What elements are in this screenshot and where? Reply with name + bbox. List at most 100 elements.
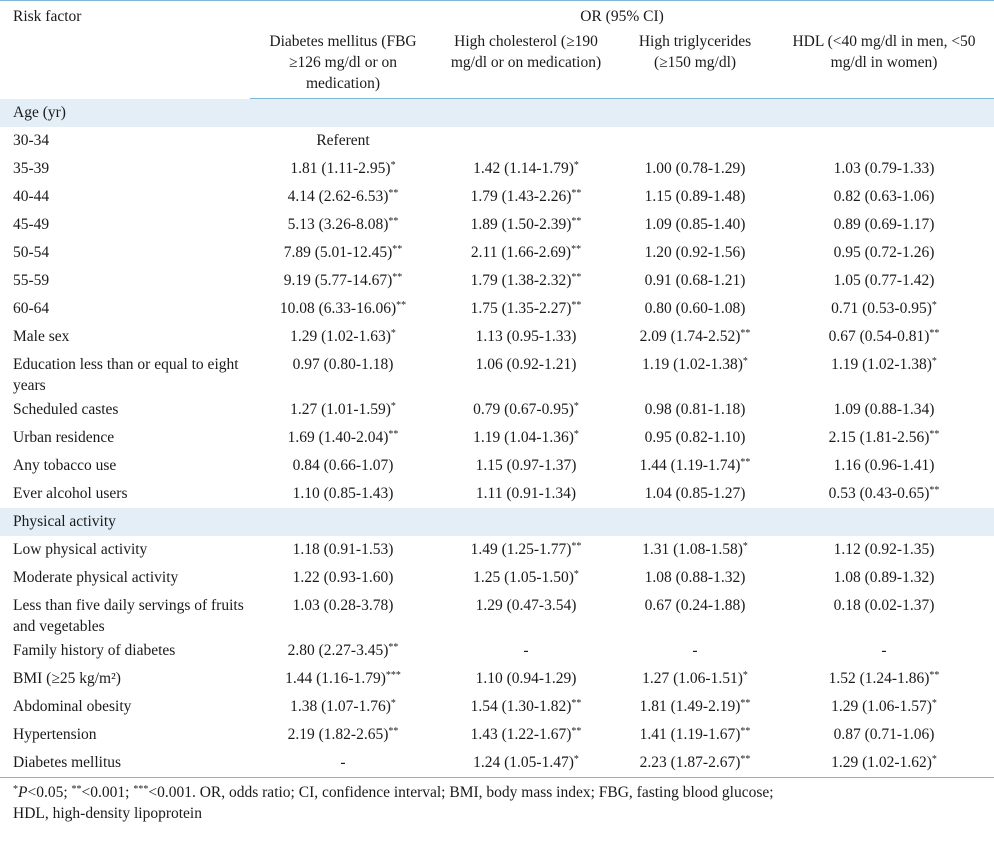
table-cell: 1.54 (1.30-1.82)** xyxy=(436,693,616,721)
cell-value: 9.19 (5.77-14.67) xyxy=(283,271,393,289)
cell-value: 1.12 (0.92-1.35) xyxy=(833,540,935,558)
cell-value: 1.38 (1.07-1.76) xyxy=(290,697,391,715)
significance-mark: ** xyxy=(740,456,751,468)
table-cell: - xyxy=(436,637,616,665)
row-label: 50-54 xyxy=(13,243,50,261)
table-cell xyxy=(616,127,774,155)
cell-value: 1.19 (1.02-1.38) xyxy=(831,355,932,373)
significance-mark: * xyxy=(390,697,396,709)
table-cell: 1.79 (1.43-2.26)** xyxy=(436,183,616,211)
cell-value: 0.67 (0.24-1.88) xyxy=(644,596,746,614)
table-cell: 1.24 (1.05-1.47)* xyxy=(436,749,616,777)
table-cell: - xyxy=(774,637,994,665)
table-row: 55-59 9.19 (5.77-14.67)** 1.79 (1.38-2.32)… xyxy=(0,267,994,295)
cell-value: 1.15 (0.89-1.48) xyxy=(644,187,746,205)
table-cell: 1.19 (1.02-1.38)* xyxy=(616,351,774,396)
section-title: Age (yr) xyxy=(0,98,994,127)
cell-value: 2.23 (1.87-2.67) xyxy=(639,753,741,771)
cell-value: 1.42 (1.14-1.79) xyxy=(473,159,574,177)
table-cell: 1.03 (0.79-1.33) xyxy=(774,155,994,183)
table-cell: 2.80 (2.27-3.45)** xyxy=(250,637,436,665)
table-cell: 0.79 (0.67-0.95)* xyxy=(436,396,616,424)
table-cell: 1.11 (0.91-1.34) xyxy=(436,480,616,508)
table-cell: 0.95 (0.82-1.10) xyxy=(616,424,774,452)
significance-mark: ** xyxy=(740,725,751,737)
table-row: 45-49 5.13 (3.26-8.08)** 1.89 (1.50-2.39)*… xyxy=(0,211,994,239)
table-cell: 1.19 (1.04-1.36)* xyxy=(436,424,616,452)
row-label: BMI (≥25 kg/m²) xyxy=(13,669,121,687)
table-cell: 1.89 (1.50-2.39)** xyxy=(436,211,616,239)
cell-value: 1.43 (1.22-1.67) xyxy=(470,725,572,743)
cell-value: 1.27 (1.06-1.51) xyxy=(642,669,743,687)
table-cell: 1.52 (1.24-1.86)** xyxy=(774,665,994,693)
table-cell: 0.89 (0.69-1.17) xyxy=(774,211,994,239)
table-cell: 1.25 (1.05-1.50)* xyxy=(436,564,616,592)
significance-mark: ** xyxy=(388,215,399,227)
significance-mark: ** xyxy=(740,327,751,339)
significance-mark: * xyxy=(931,753,937,765)
cell-value: 0.89 (0.69-1.17) xyxy=(833,215,935,233)
table-cell: 2.15 (1.81-2.56)** xyxy=(774,424,994,452)
table-cell: 0.97 (0.80-1.18) xyxy=(250,351,436,396)
table-cell: 1.00 (0.78-1.29) xyxy=(616,155,774,183)
table-cell: 2.09 (1.74-2.52)** xyxy=(616,323,774,351)
cell-value: 7.89 (5.01-12.45) xyxy=(283,243,393,261)
table-row: Hypertension 2.19 (1.82-2.65)** 1.43 (1.22… xyxy=(0,721,994,749)
significance-mark: ** xyxy=(388,725,399,737)
cell-value: 0.71 (0.53-0.95) xyxy=(831,299,932,317)
table-cell: 1.27 (1.01-1.59)* xyxy=(250,396,436,424)
table-footnote: *P<0.05; **<0.001; ***<0.001. OR, odds r… xyxy=(0,776,994,824)
significance-mark: ** xyxy=(929,669,940,681)
cell-value: 0.18 (0.02-1.37) xyxy=(833,596,935,614)
table-cell xyxy=(436,127,616,155)
cell-value: 1.44 (1.16-1.79) xyxy=(285,669,386,687)
col-header-diabetes: Diabetes mellitus (FBG ≥126 mg/dl or on … xyxy=(250,30,436,99)
cell-value: 1.05 (0.77-1.42) xyxy=(833,271,935,289)
table-row: Ever alcohol users 1.10 (0.85-1.43) 1.11 (… xyxy=(0,480,994,508)
table-cell: 0.80 (0.60-1.08) xyxy=(616,295,774,323)
significance-mark: ** xyxy=(929,327,940,339)
section-header-row: Physical activity xyxy=(0,507,994,536)
cell-value: 0.95 (0.82-1.10) xyxy=(644,428,746,446)
row-label: Hypertension xyxy=(13,725,97,743)
cell-value: 1.09 (0.85-1.40) xyxy=(644,215,746,233)
significance-mark: * xyxy=(931,355,937,367)
table-row: Education less than or equal to eight ye… xyxy=(0,351,994,396)
table-cell: 1.38 (1.07-1.76)* xyxy=(250,693,436,721)
cell-value: 1.29 (0.47-3.54) xyxy=(475,596,577,614)
table-cell: 9.19 (5.77-14.67)** xyxy=(250,267,436,295)
significance-mark: ** xyxy=(571,540,582,552)
cell-value: 0.80 (0.60-1.08) xyxy=(644,299,746,317)
cell-value: 1.08 (0.88-1.32) xyxy=(644,568,746,586)
table-cell: 1.49 (1.25-1.77)** xyxy=(436,536,616,564)
row-label: 45-49 xyxy=(13,215,50,233)
table-cell: 0.91 (0.68-1.21) xyxy=(616,267,774,295)
table-row: Urban residence 1.69 (1.40-2.04)** 1.19 (1… xyxy=(0,424,994,452)
row-label: Education less than or equal to eight ye… xyxy=(13,355,239,394)
significance-mark: ** xyxy=(929,428,940,440)
cell-value: 1.41 (1.19-1.67) xyxy=(639,725,741,743)
table-cell: 1.79 (1.38-2.32)** xyxy=(436,267,616,295)
cell-value: 1.81 (1.11-2.95) xyxy=(290,159,391,177)
row-label: Ever alcohol users xyxy=(13,484,128,502)
cell-value: 0.79 (0.67-0.95) xyxy=(473,400,574,418)
table-cell: 1.42 (1.14-1.79)* xyxy=(436,155,616,183)
cell-value: 4.14 (2.62-6.53) xyxy=(287,187,389,205)
cell-value: - xyxy=(692,641,698,659)
table-cell: 1.15 (0.89-1.48) xyxy=(616,183,774,211)
table-cell: 0.53 (0.43-0.65)** xyxy=(774,480,994,508)
cell-value: 1.25 (1.05-1.50) xyxy=(473,568,574,586)
cell-value: 1.04 (0.85-1.27) xyxy=(644,484,746,502)
table-cell: 0.98 (0.81-1.18) xyxy=(616,396,774,424)
table-cell: 1.43 (1.22-1.67)** xyxy=(436,721,616,749)
table-row: Any tobacco use 0.84 (0.66-1.07) 1.15 (0.9… xyxy=(0,452,994,480)
cell-value: 2.11 (1.66-2.69) xyxy=(470,243,572,261)
cell-value: 1.09 (0.88-1.34) xyxy=(833,400,935,418)
table-cell: - xyxy=(616,637,774,665)
table-cell: 1.75 (1.35-2.27)** xyxy=(436,295,616,323)
table-cell: 1.31 (1.08-1.58)* xyxy=(616,536,774,564)
significance-mark: ** xyxy=(571,299,582,311)
table-row: Scheduled castes 1.27 (1.01-1.59)* 0.79 (0… xyxy=(0,396,994,424)
row-label: 60-64 xyxy=(13,299,50,317)
table-cell: 0.18 (0.02-1.37) xyxy=(774,592,994,637)
